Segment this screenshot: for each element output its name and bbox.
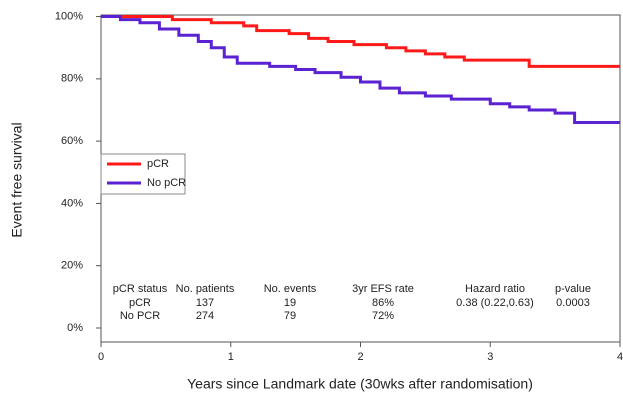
x-tick-label: 4 xyxy=(617,351,623,363)
x-axis-label: Years since Landmark date (30wks after r… xyxy=(187,376,533,392)
y-axis-label: Event free survival xyxy=(9,122,25,237)
y-tick-label: 80% xyxy=(61,73,83,85)
table-cell: 274 xyxy=(196,310,214,322)
y-tick-label: 20% xyxy=(61,260,83,272)
y-tick-label: 0% xyxy=(67,322,83,334)
table-cell: 86% xyxy=(372,297,394,309)
legend-label: No pCR xyxy=(147,177,186,189)
table-header: No. patients xyxy=(176,283,235,295)
x-tick-label: 3 xyxy=(487,351,493,363)
survival-curve xyxy=(101,15,620,68)
table-cell: No PCR xyxy=(120,310,160,322)
y-tick-label: 40% xyxy=(61,197,83,209)
table-header: 3yr EFS rate xyxy=(352,283,414,295)
legend-box xyxy=(100,153,186,195)
table-header: pCR status xyxy=(113,283,168,295)
table-cell: 79 xyxy=(284,310,296,322)
x-tick-label: 0 xyxy=(98,351,104,363)
table-header: No. events xyxy=(264,283,317,295)
table-header: Hazard ratio xyxy=(465,283,525,295)
y-tick-label: 100% xyxy=(55,10,83,22)
table-cell: pCR xyxy=(129,297,151,309)
table-cell: 0.38 (0.22,0.63) xyxy=(456,297,534,309)
x-tick-label: 2 xyxy=(357,351,363,363)
y-tick-label: 60% xyxy=(61,135,83,147)
table-cell: 72% xyxy=(372,310,394,322)
survival-curve xyxy=(101,15,620,124)
table-cell: 19 xyxy=(284,297,296,309)
x-tick-label: 1 xyxy=(228,351,234,363)
table-cell: 137 xyxy=(196,297,214,309)
legend-label: pCR xyxy=(147,158,169,170)
table-cell: 0.0003 xyxy=(556,297,590,309)
table-header: p-value xyxy=(555,283,591,295)
